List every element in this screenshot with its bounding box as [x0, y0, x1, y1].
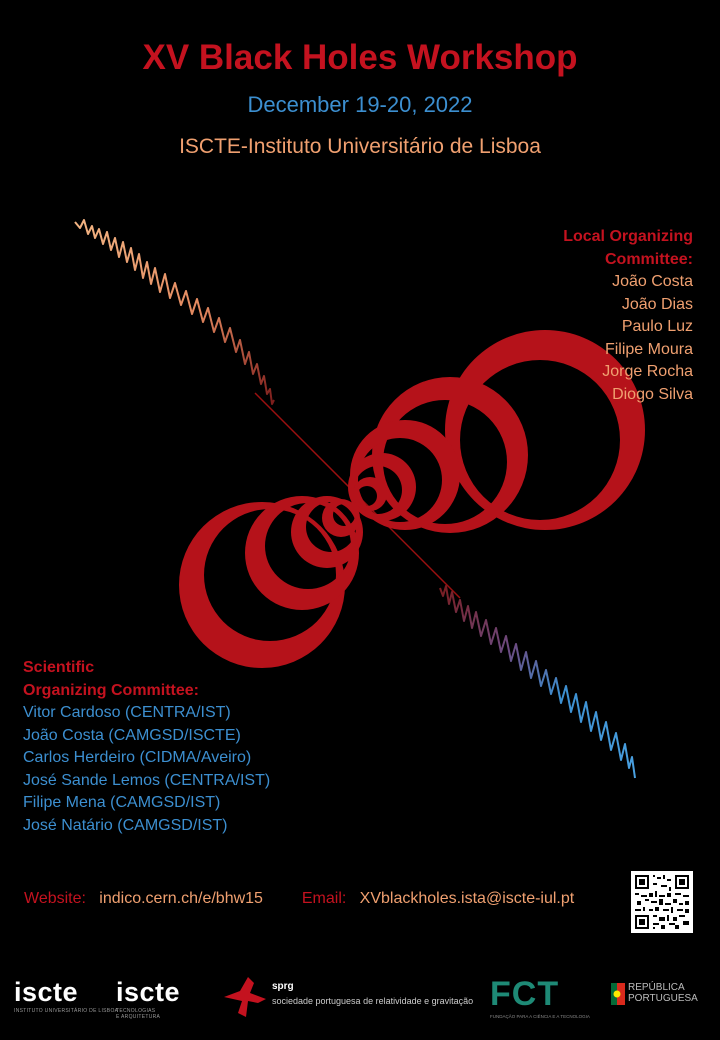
local-member: Jorge Rocha: [602, 363, 693, 380]
scientific-member: Vitor Cardoso (CENTRA/IST): [23, 704, 231, 721]
republica-portuguesa-logo: REPÚBLICA PORTUGUESA: [628, 982, 698, 1004]
iscte-logo: iscte INSTITUTO UNIVERSITÁRIO DE LISBOA: [14, 977, 119, 1014]
workshop-venue: ISCTE-Instituto Universitário de Lisboa: [179, 135, 541, 158]
scientific-member: Carlos Herdeiro (CIDMA/Aveiro): [23, 749, 252, 766]
local-member: Diogo Silva: [612, 385, 693, 403]
workshop-dates: December 19-20, 2022: [247, 92, 473, 117]
portugal-flag-icon: [611, 983, 625, 1005]
iscte-technologies-logo: iscte TECNOLOGIAS E ARQUITETURA: [116, 977, 181, 1020]
contact-line: Website: indico.cern.ch/e/bhw15 Email: X…: [24, 890, 574, 908]
local-organizing-committee: Local Organizing Committee: João Costa J…: [563, 226, 693, 406]
email-label: Email:: [301, 890, 347, 907]
black-hole-artwork: [74, 219, 645, 779]
local-member: João Dias: [621, 295, 693, 313]
scientific-member: José Natário (CAMGSD/IST): [23, 816, 228, 834]
sprg-logo: sprg sociedade portuguesa de relatividad…: [272, 981, 474, 1006]
local-member: Filipe Moura: [604, 340, 693, 358]
local-committee-heading-2: Committee:: [604, 250, 693, 268]
upper-rings: [348, 330, 645, 533]
scientific-member: José Sande Lemos (CENTRA/IST): [23, 771, 271, 789]
website-label: Website:: [24, 890, 86, 907]
waveform-upper-left: [74, 219, 275, 405]
qr-code-icon[interactable]: [631, 871, 693, 933]
lower-rings: [178, 496, 363, 669]
fct-logo: FCT FUNDAÇÃO PARA A CIÊNCIA E A TECNOLOG…: [490, 975, 590, 1019]
waveform-lower-right: [439, 585, 636, 779]
scientific-member: João Costa (CAMGSD/ISCTE): [23, 726, 241, 744]
email-link[interactable]: XVblackholes.ista@iscte-iul.pt: [359, 890, 575, 907]
local-member: João Costa: [612, 273, 693, 290]
sponsor-logos: iscte INSTITUTO UNIVERSITÁRIO DE LISBOA …: [0, 965, 720, 1035]
scientific-committee-heading-1: Scientific: [23, 659, 95, 676]
local-member: Paulo Luz: [621, 318, 693, 335]
scientific-member: Filipe Mena (CAMGSD/IST): [23, 794, 221, 811]
website-link[interactable]: indico.cern.ch/e/bhw15: [99, 890, 263, 907]
scientific-committee-heading-2: Organizing Committee:: [23, 681, 200, 699]
sprg-emblem-icon: [224, 977, 266, 1017]
local-committee-heading-1: Local Organizing: [563, 228, 693, 245]
scientific-organizing-committee: Scientific Organizing Committee: Vitor C…: [23, 657, 270, 837]
workshop-title: XV Black Holes Workshop: [142, 38, 578, 77]
